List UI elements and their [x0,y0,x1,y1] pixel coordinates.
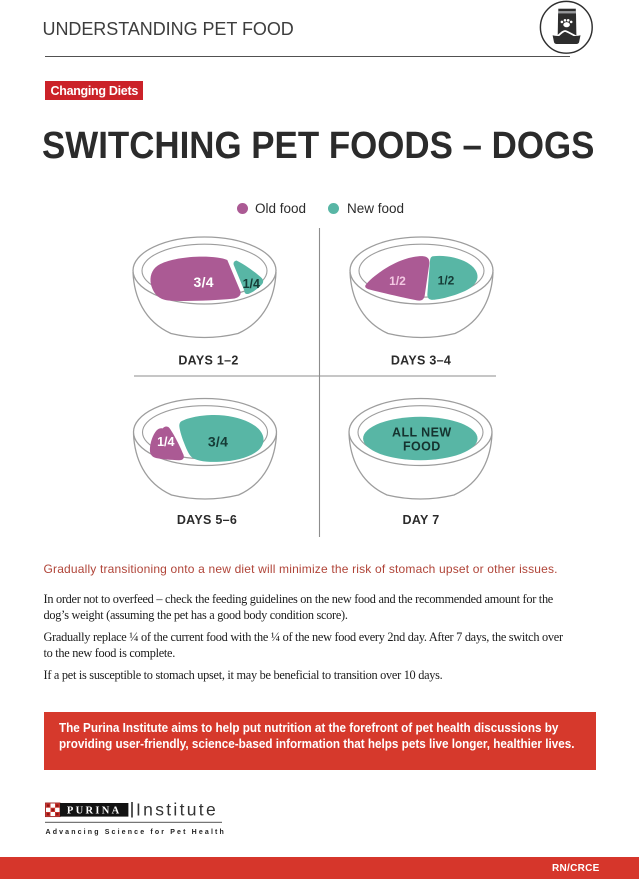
svg-text:1/4: 1/4 [243,277,260,291]
svg-text:DAY 7: DAY 7 [403,513,440,527]
svg-text:FOOD: FOOD [403,440,441,454]
svg-text:Institute: Institute [136,800,218,820]
svg-text:1/2: 1/2 [438,274,455,288]
svg-text:1/4: 1/4 [157,435,174,449]
svg-text:ALL NEW: ALL NEW [392,426,452,440]
svg-text:PURINA: PURINA [67,806,122,817]
svg-text:DAYS 3–4: DAYS 3–4 [391,354,451,368]
svg-text:3/4: 3/4 [208,434,228,450]
svg-text:DAYS 5–6: DAYS 5–6 [177,513,237,527]
svg-text:3/4: 3/4 [194,274,214,290]
svg-text:Advancing Science for Pet Heal: Advancing Science for Pet Health [46,829,226,836]
svg-text:1/2: 1/2 [389,274,406,288]
svg-text:DAYS 1–2: DAYS 1–2 [178,354,238,368]
